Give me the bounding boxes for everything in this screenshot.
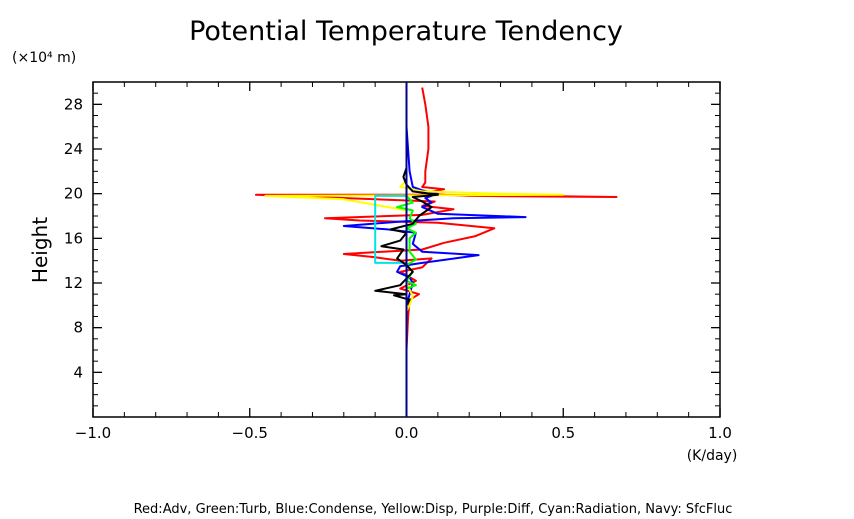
y-tick-label: 4 bbox=[73, 363, 83, 381]
x-tick-label: 0.5 bbox=[551, 424, 575, 442]
y-tick-label: 12 bbox=[64, 274, 83, 292]
axis-ticks: −1.0 −0.5 0.0 0.5 1.0 4 8 12 16 20 24 28 bbox=[64, 82, 732, 442]
series-line-disp bbox=[264, 171, 565, 312]
series-line-condense bbox=[342, 82, 527, 417]
x-tick-label: 1.0 bbox=[708, 424, 732, 442]
series-group bbox=[255, 82, 618, 417]
series-line-radiation bbox=[374, 194, 407, 264]
y-tick-label: 24 bbox=[64, 140, 83, 158]
y-tick-label: 8 bbox=[73, 319, 83, 337]
x-axis-unit: (K/day) bbox=[687, 448, 738, 464]
y-tick-label: 20 bbox=[64, 185, 83, 203]
series-line-adv bbox=[255, 87, 618, 417]
y-tick-label: 16 bbox=[64, 229, 83, 247]
x-tick-label: −1.0 bbox=[75, 424, 111, 442]
x-tick-label: −0.5 bbox=[232, 424, 268, 442]
series-line-total bbox=[374, 82, 439, 417]
x-tick-label: 0.0 bbox=[395, 424, 419, 442]
y-axis-unit: (×10⁴ m) bbox=[12, 50, 76, 66]
legend-caption: Red:Adv, Green:Turb, Blue:Condense, Yell… bbox=[134, 502, 733, 517]
chart-title: Potential Temperature Tendency bbox=[189, 16, 623, 47]
y-tick-label: 28 bbox=[64, 95, 83, 113]
y-axis-label: Height bbox=[28, 217, 52, 283]
